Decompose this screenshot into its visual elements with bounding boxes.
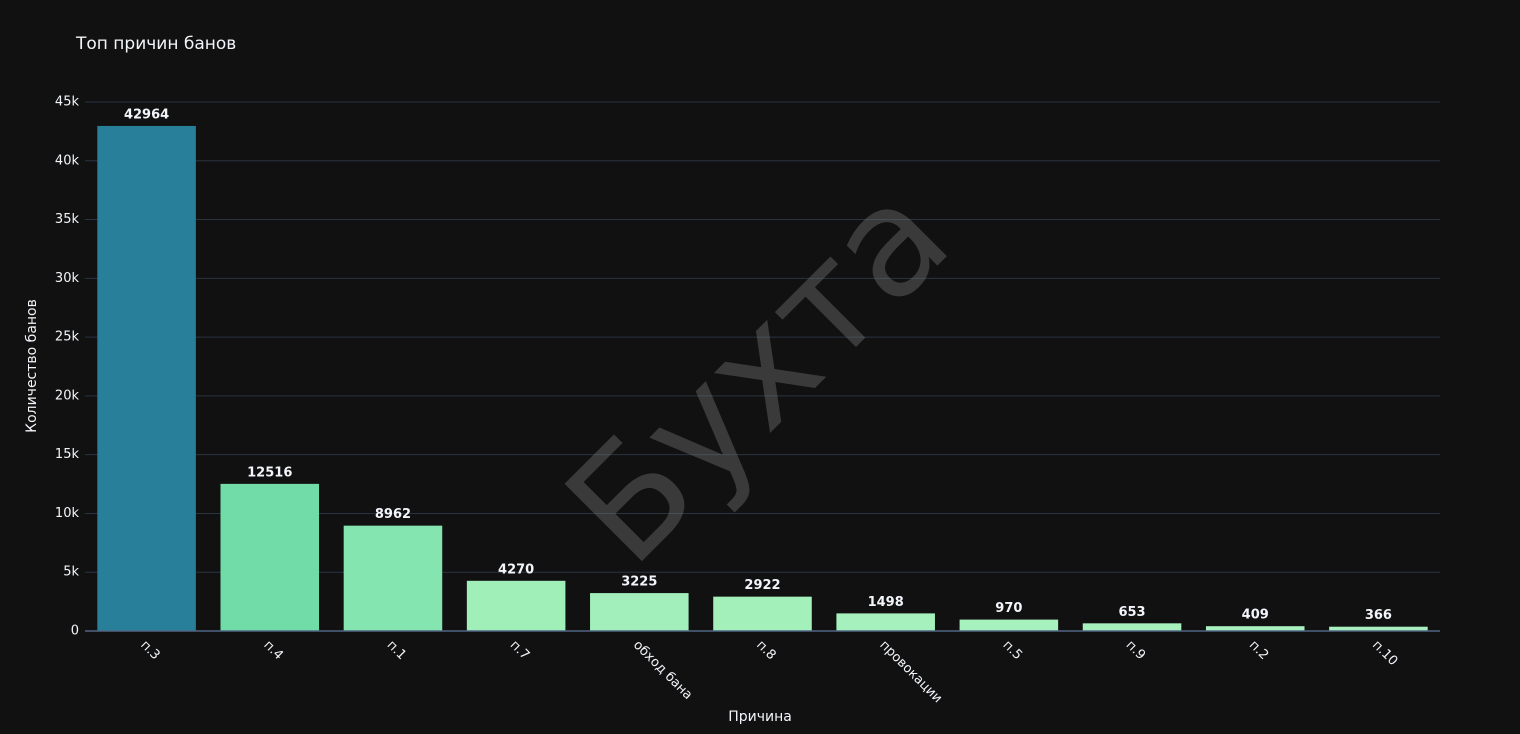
bar [713,596,812,631]
chart-title: Топ причин банов [75,34,236,54]
bar [466,580,566,631]
bar [97,125,196,631]
y-tick-label: 0 [71,624,79,639]
y-tick-label: 35k [55,212,80,227]
data-label: 8962 [375,507,411,522]
data-label: 12516 [247,465,292,480]
bar [959,619,1059,631]
data-label: 4270 [498,562,534,577]
bar [220,483,320,631]
x-axis-title: Причина [728,709,792,725]
data-label: 409 [1242,608,1269,623]
data-label: 653 [1118,605,1145,620]
bar [343,525,443,631]
y-tick-label: 15k [55,447,80,462]
y-tick-label: 30k [55,271,80,286]
y-tick-label: 10k [55,506,80,521]
y-tick-label: 5k [63,565,79,580]
data-label: 2922 [744,578,780,593]
bar [836,613,935,631]
bar [590,593,689,631]
data-label: 970 [995,601,1022,616]
bar [1082,623,1182,631]
data-label: 3225 [621,575,657,590]
y-tick-label: 45k [55,95,80,110]
data-label: 42964 [124,107,169,122]
bar [1205,626,1305,631]
data-label: 1498 [868,595,904,610]
bar [1329,626,1428,631]
y-tick-label: 40k [55,153,80,168]
y-tick-label: 25k [55,330,80,345]
y-axis-title: Количество банов [24,299,40,433]
y-tick-label: 20k [55,388,80,403]
data-label: 366 [1365,608,1392,623]
